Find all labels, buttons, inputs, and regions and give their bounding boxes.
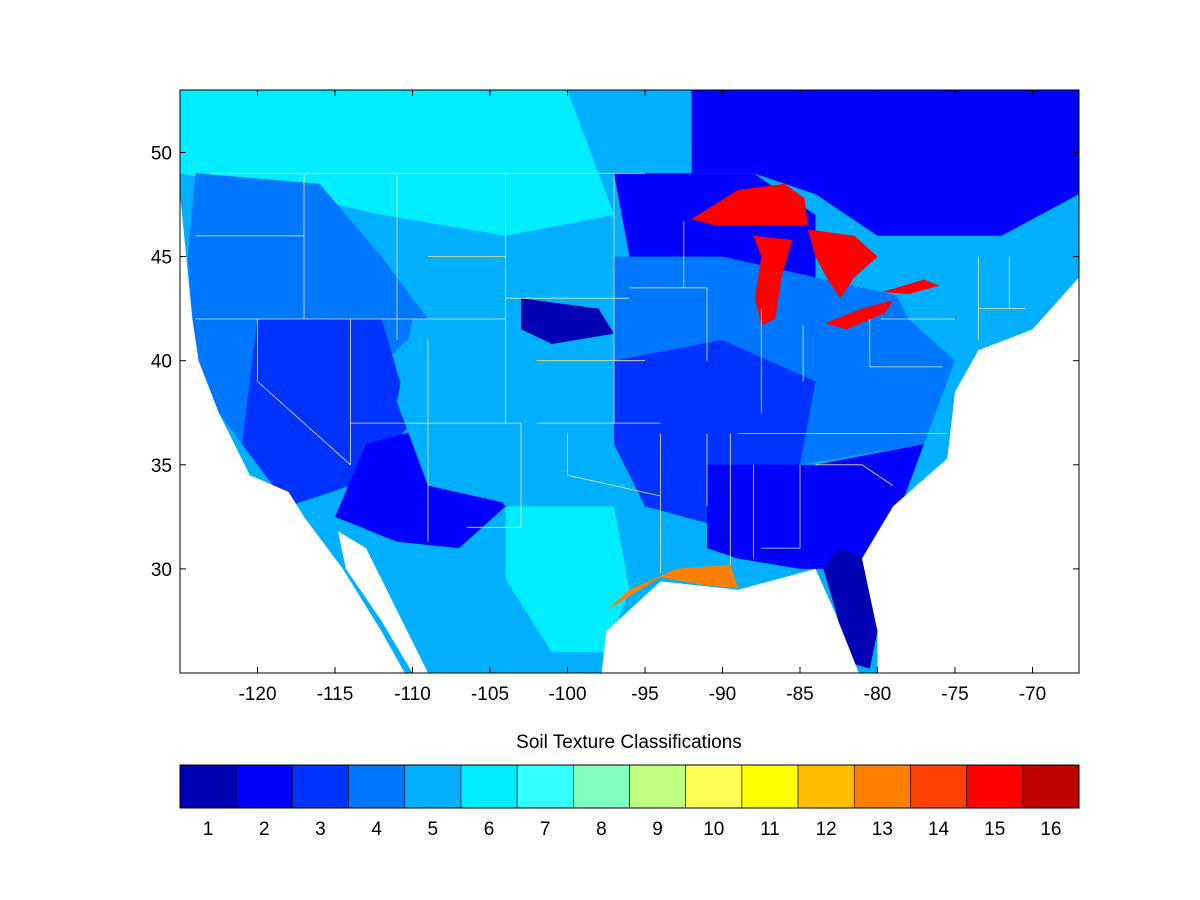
colorbar-swatch-11 [741,764,799,809]
x-tick-label: -95 [631,684,658,705]
x-tick-label: -100 [548,684,586,705]
colorbar-label: 12 [816,819,837,840]
colorbar-swatch-5 [404,764,462,809]
colorbar-swatch-8 [573,764,630,809]
x-tick-label: -115 [317,684,354,705]
colorbar-swatch-15 [966,764,1024,809]
region-texas-plains [505,506,630,653]
colorbar-swatch-2 [235,764,293,809]
region-canadian-shield [691,90,1079,236]
region-atlantic-ocean [862,277,1079,673]
x-tick-label: -90 [709,684,736,705]
colorbar-swatch-4 [348,764,406,809]
map-frame [179,89,1080,674]
y-tick-label: 40 [151,352,172,373]
region-gulf-of-california [338,531,428,673]
region-lake-erie [824,300,893,330]
colorbar-title: Soil Texture Classifications [516,732,742,753]
region-southeast [707,444,924,569]
y-tick-label: 50 [151,143,172,164]
colorbar-label: 7 [540,819,551,840]
colorbar-swatch-3 [292,764,349,809]
colorbar-label: 11 [760,819,780,840]
x-tick-label: -70 [1019,684,1046,705]
colorbar-label: 10 [703,819,724,840]
colorbar-swatch-13 [853,764,911,809]
colorbar-label: 8 [596,819,607,840]
x-tick-label: -85 [786,684,813,705]
colorbar-label: 14 [928,819,950,840]
x-axis-ticks: -120 -115 -110 -105 -100 -95 -90 -85 -80 -75 -70 [238,90,1046,705]
colorbar-frame [179,764,1080,809]
region-lake-ontario [882,279,940,294]
colorbar-swatch-10 [685,764,743,809]
region-nebraska-sandhills [521,298,614,344]
state-border-30 [815,464,894,486]
x-tick-label: -105 [471,684,509,705]
region-lake-huron [807,229,878,299]
state-border-15 [257,319,351,466]
x-tick-label: -110 [394,684,431,705]
colorbar-swatch-9 [629,764,686,809]
colorbar-swatch-16 [1022,764,1080,809]
colorbar-label: 5 [428,819,439,840]
colorbar-swatch-14 [910,764,967,809]
colorbar-swatch-12 [797,764,855,809]
state-border-22 [761,464,801,549]
x-tick-label: -80 [864,684,891,705]
soil-regions-layer [180,90,1079,673]
colorbar-label: 6 [484,819,495,840]
x-tick-label: -75 [941,684,968,705]
region-florida [823,548,878,669]
colorbar-label: 4 [371,819,382,840]
y-tick-label: 30 [151,560,172,581]
y-tick-label: 45 [151,248,172,269]
colorbar-label: 9 [652,819,663,840]
colorbar-swatch-7 [516,764,574,809]
y-tick-label: 35 [151,456,172,477]
colorbar-label: 16 [1040,819,1061,840]
region-gulf-coast [606,564,738,611]
colorbar-label: 3 [315,819,326,840]
x-tick-label: -120 [238,684,276,705]
state-borders-layer [195,172,1025,574]
region-pacific-ocean [180,194,405,673]
region-lake-superior [691,183,808,226]
state-border-17 [567,433,661,497]
region-gulf-of-mexico [601,568,859,673]
state-border-16 [466,423,522,528]
colorbar-label: 1 [203,819,214,840]
map-plot-area [179,89,1080,674]
region-lake-michigan [753,235,793,326]
colorbar-label: 13 [872,819,893,840]
colorbar-label: 2 [259,819,270,840]
y-axis-ticks: 30 35 40 45 50 [151,143,1079,581]
colorbar-swatch-1 [179,764,237,809]
colorbar-label: 15 [984,819,1005,840]
colorbar: 1 2 3 4 5 6 7 8 9 10 11 12 13 14 15 16 [179,764,1080,840]
colorbar-swatch-6 [460,764,518,809]
